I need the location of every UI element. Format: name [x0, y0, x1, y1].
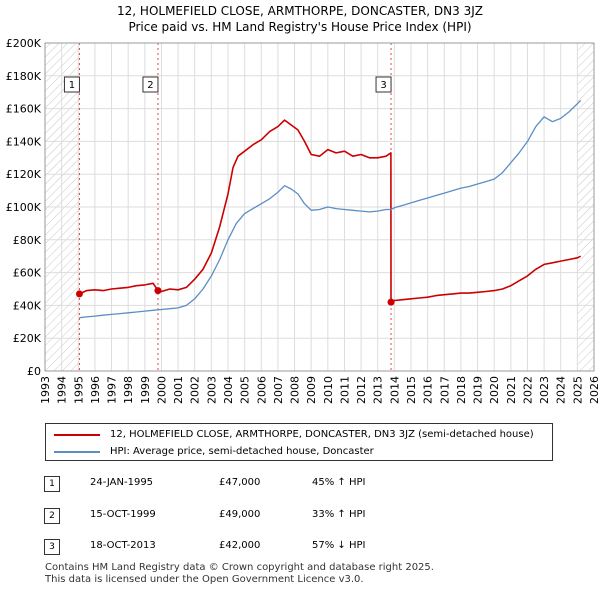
sale-number-label: 3: [380, 80, 386, 91]
y-tick-label: £0: [27, 365, 41, 378]
sale-point: [387, 298, 395, 306]
y-tick-label: £80K: [13, 234, 42, 247]
x-tick-label: 2023: [538, 376, 551, 404]
x-tick-label: 1994: [56, 376, 69, 404]
y-tick-label: £160K: [6, 103, 42, 116]
table-row: 3 18-OCT-2013 £42,000 57% ↓ HPI: [44, 539, 564, 559]
sale-date: 18-OCT-2013: [90, 540, 156, 551]
series-line-property: [79, 119, 582, 303]
footer-licence: This data is licensed under the Open Gov…: [45, 574, 364, 585]
sale-hpi-diff: 57% ↓ HPI: [312, 540, 366, 551]
x-tick-label: 1999: [139, 376, 152, 404]
y-tick-label: £40K: [13, 299, 42, 312]
plot-border: [44, 42, 595, 372]
x-tick-label: 2002: [189, 376, 202, 404]
x-tick-label: 1995: [72, 376, 85, 404]
x-tick-label: 1997: [106, 376, 119, 404]
x-tick-label: 2025: [571, 376, 584, 404]
y-tick-label: £200K: [6, 37, 42, 50]
legend-line-hpi: [54, 450, 100, 453]
x-tick-label: 2009: [305, 376, 318, 404]
y-tick-label: £20K: [13, 332, 42, 345]
y-tick-label: £180K: [6, 70, 42, 83]
x-tick-label: 2004: [222, 376, 235, 404]
sale-price: £47,000: [219, 477, 261, 488]
x-tick-label: 2015: [405, 376, 418, 404]
sale-point: [75, 290, 83, 298]
x-tick-label: 2012: [355, 376, 368, 404]
chart-subtitle: Price paid vs. HM Land Registry's House …: [128, 20, 472, 34]
legend-item-hpi: HPI: Average price, semi-detached house,…: [54, 446, 374, 457]
x-tick-label: 2018: [455, 376, 468, 404]
x-tick-label: 2007: [272, 376, 285, 404]
legend-item-property: 12, HOLMEFIELD CLOSE, ARMTHORPE, DONCAST…: [54, 429, 534, 440]
sale-number-badge: 1: [44, 476, 60, 492]
legend: 12, HOLMEFIELD CLOSE, ARMTHORPE, DONCAST…: [45, 423, 553, 461]
sale-number-box: [375, 76, 392, 93]
sale-number-box: [63, 76, 80, 93]
sale-number-box: [142, 76, 159, 93]
x-tick-label: 2008: [289, 376, 302, 404]
series-line-hpi: [79, 99, 582, 319]
legend-label-hpi: HPI: Average price, semi-detached house,…: [110, 446, 374, 457]
x-tick-label: 2003: [205, 376, 218, 404]
x-tick-label: 2026: [588, 376, 600, 404]
x-tick-label: 1996: [89, 376, 102, 404]
y-tick-label: £60K: [13, 267, 42, 280]
x-tick-label: 2010: [322, 376, 335, 404]
x-tick-label: 2013: [372, 376, 385, 404]
x-tick-label: 2019: [472, 376, 485, 404]
legend-label-property: 12, HOLMEFIELD CLOSE, ARMTHORPE, DONCAST…: [110, 429, 534, 440]
x-tick-label: 2005: [239, 376, 252, 404]
sale-number-label: 2: [147, 80, 153, 91]
x-tick-label: 2014: [388, 376, 401, 404]
y-tick-label: £100K: [6, 201, 42, 214]
x-tick-label: 2006: [255, 376, 268, 404]
y-tick-label: £140K: [6, 135, 42, 148]
x-tick-label: 1998: [122, 376, 135, 404]
x-tick-label: 2024: [555, 376, 568, 404]
chart-title: 12, HOLMEFIELD CLOSE, ARMTHORPE, DONCAST…: [117, 4, 483, 18]
price-chart: 1 2 3 £0 £20K £40K £60K £80K £100K £120K £140K £16…: [6, 37, 600, 404]
x-tick-label: 2020: [488, 376, 501, 404]
footer-copyright: Contains HM Land Registry data © Crown c…: [45, 562, 434, 573]
sale-number-badge: 3: [44, 539, 60, 555]
x-tick-label: 2017: [438, 376, 451, 404]
legend-line-property: [54, 433, 100, 436]
sale-hpi-diff: 45% ↑ HPI: [312, 477, 366, 488]
table-row: 1 24-JAN-1995 £47,000 45% ↑ HPI: [44, 476, 564, 496]
sale-price: £42,000: [219, 540, 261, 551]
y-tick-label: £120K: [6, 168, 42, 181]
sale-point: [154, 287, 162, 295]
x-tick-label: 1993: [39, 376, 52, 404]
x-tick-label: 2000: [155, 376, 168, 404]
sale-date: 24-JAN-1995: [90, 477, 154, 488]
sale-number-badge: 2: [44, 508, 60, 524]
x-tick-label: 2001: [172, 376, 185, 404]
x-tick-label: 2022: [521, 376, 534, 404]
x-tick-label: 2011: [338, 376, 351, 404]
sale-hpi-diff: 33% ↑ HPI: [312, 509, 366, 520]
x-tick-label: 2016: [422, 376, 435, 404]
sale-number-label: 1: [69, 80, 75, 91]
sale-date: 15-OCT-1999: [90, 509, 156, 520]
table-row: 2 15-OCT-1999 £49,000 33% ↑ HPI: [44, 508, 564, 528]
x-tick-label: 2021: [505, 376, 518, 404]
sale-price: £49,000: [219, 509, 261, 520]
